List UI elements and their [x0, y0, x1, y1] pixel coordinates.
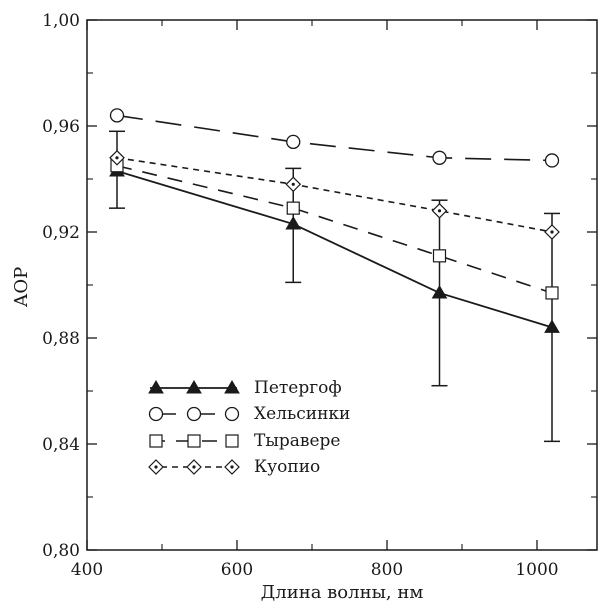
- data-point-helsinki: [286, 134, 301, 150]
- legend-marker: [225, 434, 239, 448]
- diamond-center-dot: [154, 465, 158, 469]
- plot-frame: [86, 19, 598, 551]
- series-toravere: [110, 159, 559, 300]
- data-point-peterhof: [431, 284, 448, 299]
- legend-sample-helsinki: [148, 406, 240, 422]
- data-point-toravere: [432, 249, 447, 263]
- x-tick-label: 800: [371, 560, 403, 580]
- diamond-center-dot: [437, 209, 442, 213]
- series-layer: [109, 108, 560, 443]
- diamond-center-dot: [550, 230, 554, 234]
- data-point-peterhof: [285, 216, 302, 230]
- legend-marker: [186, 406, 202, 422]
- diamond-center-dot: [115, 156, 119, 160]
- legend-marker: [224, 459, 240, 475]
- diamond-center-dot: [291, 182, 295, 186]
- legend-sample-kuopio: [148, 459, 240, 475]
- y-tick-label: 0,84: [42, 435, 80, 455]
- y-tick-label: 0,96: [42, 117, 80, 137]
- ticks: [86, 19, 597, 551]
- legend-sample-toravere: [149, 434, 239, 448]
- x-axis-title: Длина волны, нм: [261, 582, 424, 603]
- y-tick-label: 1,00: [42, 11, 80, 31]
- diamond-center-dot: [192, 465, 196, 469]
- legend-marker: [186, 459, 202, 475]
- legend-label-peterhof: Петергоф: [254, 378, 342, 398]
- series-helsinki: [109, 108, 560, 168]
- legend-marker: [148, 406, 164, 422]
- x-tick-label: 400: [71, 560, 103, 580]
- data-point-helsinki: [544, 153, 560, 168]
- data-point-kuopio: [431, 202, 448, 219]
- series-line-toravere: [116, 164, 553, 294]
- y-axis-title: АОР: [11, 267, 32, 308]
- y-tick-labels: 0,80 0,84 0,88 0,92 0,96 1,00: [42, 11, 80, 561]
- x-tick-labels: 400 600 800 1000: [71, 560, 559, 580]
- data-point-toravere: [545, 286, 559, 300]
- legend: Петергоф Хельсинки Тыравере Куопио: [148, 378, 350, 477]
- legend-label-helsinki: Хельсинки: [254, 404, 350, 424]
- legend-marker: [148, 380, 164, 394]
- x-tick-label: 600: [221, 560, 253, 580]
- data-point-helsinki: [109, 108, 125, 123]
- legend-marker: [186, 380, 202, 394]
- series-line-helsinki: [116, 114, 553, 162]
- y-tick-label: 0,80: [42, 541, 80, 561]
- series-kuopio: [109, 149, 560, 240]
- series-line-kuopio: [116, 157, 553, 233]
- legend-marker: [149, 434, 163, 448]
- legend-marker: [224, 406, 240, 422]
- data-point-kuopio: [109, 149, 125, 166]
- legend-marker: [187, 434, 201, 448]
- legend-label-kuopio: Куопио: [254, 457, 320, 477]
- data-point-helsinki: [432, 150, 447, 165]
- y-tick-label: 0,88: [42, 329, 80, 349]
- y-tick-label: 0,92: [42, 223, 80, 243]
- data-point-peterhof: [544, 319, 560, 333]
- series-line-peterhof: [116, 170, 553, 329]
- diamond-center-dot: [230, 465, 234, 469]
- legend-marker: [224, 380, 240, 394]
- data-point-kuopio: [285, 176, 302, 193]
- legend-sample-peterhof: [148, 380, 240, 394]
- legend-marker: [148, 459, 164, 475]
- data-point-toravere: [286, 201, 300, 215]
- x-tick-label: 1000: [515, 560, 558, 580]
- axes: [86, 19, 598, 551]
- legend-label-toravere: Тыравере: [254, 431, 340, 451]
- data-point-kuopio: [544, 224, 560, 240]
